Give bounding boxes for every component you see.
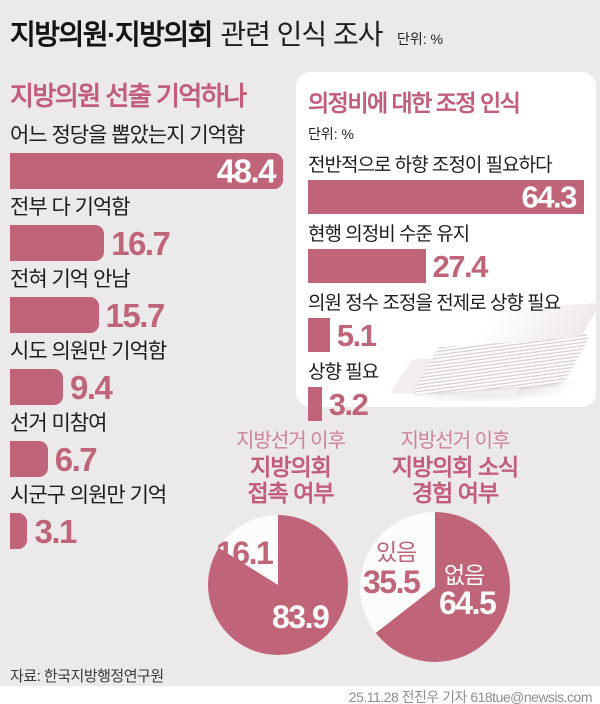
bar-value: 27.4: [432, 248, 489, 284]
pie-title-line: 지방의회: [250, 454, 332, 480]
bar-value: 6.7: [54, 440, 98, 478]
bar-row: 선거 미참여 6.7: [10, 411, 288, 477]
bar-value: 48.4: [216, 152, 277, 190]
bar-label: 시도 의원만 기억함: [10, 340, 167, 363]
bar: 64.3: [308, 180, 584, 214]
pie-chart-news: 있음 35.5 없음 64.5: [360, 512, 510, 662]
page-title-unit: 단위: %: [396, 31, 443, 47]
bar-label: 상향 필요: [308, 362, 379, 383]
bar-value: 16.7: [111, 224, 171, 262]
bar: 48.4: [10, 153, 283, 189]
bar: [308, 318, 330, 352]
bar-row: 시군구 의원만 기억 3.1: [10, 483, 288, 549]
bar-track: 27.4: [308, 249, 584, 283]
bar: [10, 441, 48, 477]
page-title-bold: 지방의원·지방의회: [10, 19, 213, 50]
bar-value: 9.4: [70, 368, 113, 406]
bar-value: 3.1: [34, 512, 77, 550]
pie-slice-label: 있음: [376, 539, 417, 565]
pie-title-line: 지방선거 이후: [400, 430, 511, 452]
pie-title-contact: 지방선거 이후 지방의회 접촉 여부: [203, 428, 378, 506]
pie-chart-contact: 16.1 83.9: [208, 515, 348, 655]
bar-track: 48.4: [10, 153, 288, 189]
bar-row: 시도 의원만 기억함 9.4: [10, 339, 288, 405]
bar-label: 전혀 기억 안남: [10, 268, 131, 291]
pie-title-line: 지방의회 소식: [391, 454, 519, 480]
bar: [308, 249, 426, 283]
bar-track: 64.3: [308, 180, 584, 214]
bar-label: 선거 미참여: [10, 412, 107, 435]
bar-label: 전반적으로 하향 조정이 필요하다: [308, 155, 553, 176]
bar-value: 64.3: [521, 179, 578, 215]
bar-track: 5.1: [308, 318, 584, 352]
pie-title-line: 경험 여부: [411, 480, 499, 506]
chart-title: 의정비에 대한 조정 인식: [308, 90, 521, 116]
chart-title: 지방의원 선출 기억하나: [10, 81, 247, 111]
bar-chart-allowance-card: 의정비에 대한 조정 인식 단위: % 전반적으로 하향 조정이 필요하다 64…: [296, 72, 600, 421]
credit-strip: 25.11.28 전진우 기자 618tue@newsis.com: [0, 686, 600, 704]
pie-title-news: 지방선거 이후 지방의회 소식 경험 여부: [365, 428, 545, 506]
bar-row: 의원 정수 조정을 전제로 상향 필요 5.1: [308, 292, 584, 352]
bar: [10, 369, 64, 405]
bar-row: 전반적으로 하향 조정이 필요하다 64.3: [308, 154, 584, 214]
bar: [10, 297, 99, 333]
page-title: 지방의원·지방의회 관련 인식 조사 단위: %: [10, 13, 443, 53]
bar-row: 어느 정당을 뽑았는지 기억함 48.4: [10, 123, 288, 189]
bar-track: 15.7: [10, 297, 288, 333]
pie-title-line: 지방선거 이후: [236, 430, 346, 452]
bar-value: 15.7: [105, 296, 166, 334]
bar-label: 시군구 의원만 기억: [10, 484, 167, 507]
bar: [10, 513, 28, 549]
bar-row: 현행 의정비 수준 유지 27.4: [308, 223, 584, 283]
bar-label: 의원 정수 조정을 전제로 상향 필요: [308, 293, 561, 314]
bar-track: 3.2: [308, 387, 584, 421]
pie-slice-value: 16.1: [216, 535, 274, 571]
bar-track: 9.4: [10, 369, 288, 405]
bar-track: 6.7: [10, 441, 288, 477]
pie-title-line: 접촉 여부: [247, 480, 334, 506]
bar-row: 전부 다 기억함 16.7: [10, 195, 288, 261]
pie-slice-value: 64.5: [439, 585, 497, 621]
bar-label: 현행 의정비 수준 유지: [308, 224, 470, 245]
chart-unit: 단위: %: [308, 126, 354, 142]
credit-text: 25.11.28 전진우 기자 618tue@newsis.com: [348, 689, 593, 704]
bar-label: 어느 정당을 뽑았는지 기억함: [10, 124, 245, 147]
bar-row: 전혀 기억 안남 15.7: [10, 267, 288, 333]
pie-slice-label: 없음: [444, 562, 485, 588]
page-title-rest: 관련 인식 조사: [220, 19, 383, 50]
pie-slice-value: 83.9: [272, 599, 330, 635]
pie-slice-value: 35.5: [363, 564, 421, 600]
source-text: 자료: 한국지방행정연구원: [10, 668, 164, 685]
bar-value: 5.1: [336, 317, 377, 353]
bar-track: 3.1: [10, 513, 288, 549]
bar-track: 16.7: [10, 225, 288, 261]
bar-label: 전부 다 기억함: [10, 196, 131, 219]
bar-value: 3.2: [328, 386, 369, 422]
bar: [308, 387, 322, 421]
bar-chart-recall: 지방의원 선출 기억하나 어느 정당을 뽑았는지 기억함 48.4 전부 다 기…: [10, 76, 288, 555]
bar-row: 상향 필요 3.2: [308, 361, 584, 421]
bar: [10, 225, 105, 261]
